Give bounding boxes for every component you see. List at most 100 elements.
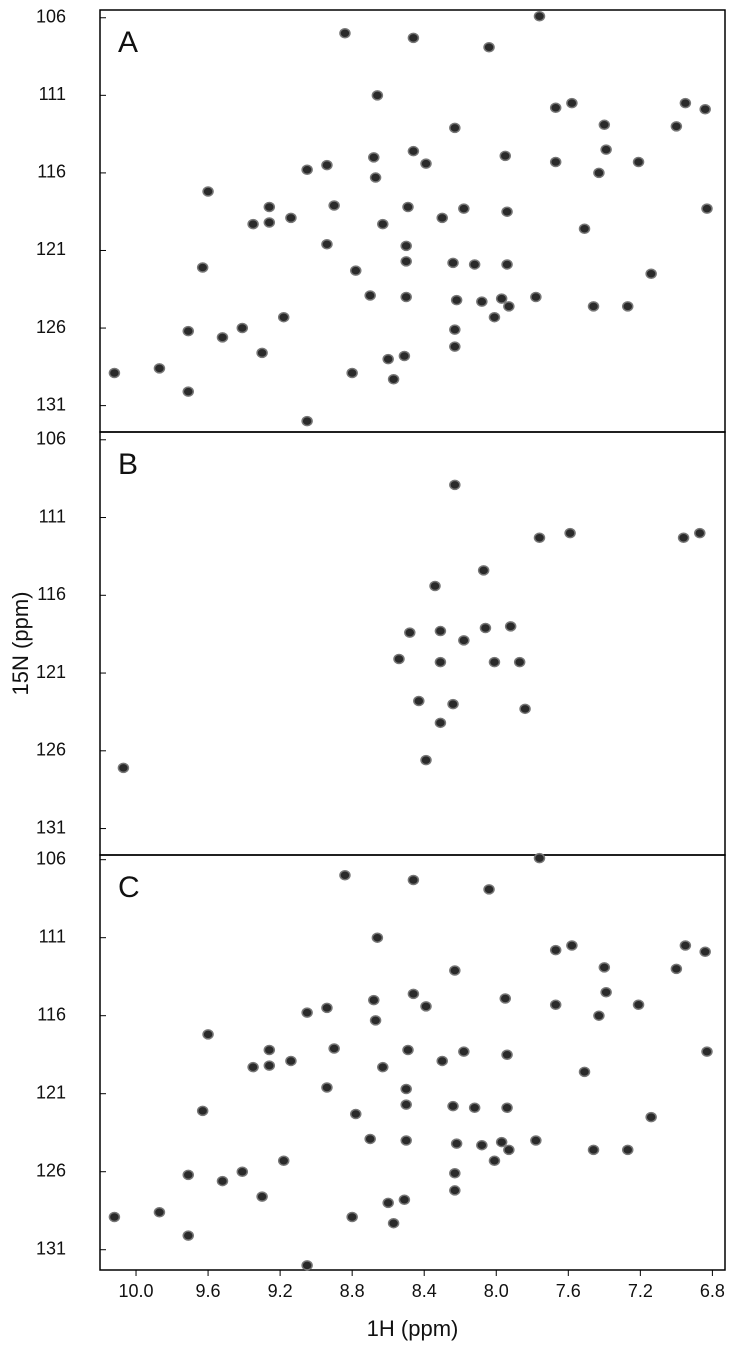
peak <box>236 1166 249 1177</box>
peak <box>285 1055 297 1067</box>
peak <box>247 1061 259 1073</box>
peak <box>368 152 380 163</box>
peak <box>117 762 130 774</box>
peak <box>368 994 380 1006</box>
peak <box>400 1135 412 1146</box>
peak <box>701 1046 713 1057</box>
peak <box>277 1155 290 1167</box>
peak <box>449 479 461 491</box>
y-tick-label: 116 <box>37 1004 66 1024</box>
peak <box>468 1102 481 1113</box>
peak <box>449 122 461 134</box>
y-tick-label: 131 <box>36 394 66 414</box>
peak <box>216 332 229 343</box>
peak <box>407 874 420 886</box>
peak <box>593 1010 605 1021</box>
panel-frame <box>99 9 726 433</box>
peak <box>413 695 425 707</box>
peak <box>404 627 416 638</box>
peak <box>402 1044 414 1056</box>
peak <box>566 97 578 109</box>
x-tick-label: 6.8 <box>700 1281 725 1301</box>
peak <box>382 353 394 365</box>
peak <box>436 212 448 224</box>
peak <box>495 1136 508 1148</box>
peak <box>600 144 612 155</box>
peak <box>429 580 441 592</box>
peak <box>513 656 526 668</box>
peak <box>369 172 382 183</box>
peak <box>400 1083 412 1095</box>
x-tick-label: 10.0 <box>118 1281 153 1301</box>
peak <box>321 159 333 171</box>
peak <box>420 754 432 766</box>
peak <box>371 90 384 101</box>
peak <box>321 239 333 250</box>
peak <box>598 962 611 973</box>
peak <box>458 1046 470 1057</box>
peak <box>398 1194 411 1206</box>
peak <box>670 121 683 132</box>
peak <box>377 218 389 230</box>
peak <box>339 28 351 39</box>
peak <box>549 944 562 956</box>
peak <box>301 164 313 176</box>
peak <box>182 1169 195 1181</box>
peak <box>503 1144 515 1156</box>
peak <box>256 1191 268 1202</box>
y-tick-label: 111 <box>39 506 66 526</box>
peak <box>447 1100 459 1112</box>
peak <box>434 656 447 668</box>
peak <box>598 119 611 131</box>
peak <box>468 259 481 270</box>
peak <box>621 301 634 312</box>
peak <box>503 301 515 312</box>
x-tick-label: 8.8 <box>340 1281 365 1301</box>
peak <box>499 993 512 1004</box>
y-tick-label: 126 <box>36 740 66 760</box>
peak <box>400 291 412 303</box>
peak <box>328 200 340 211</box>
peak <box>632 156 645 168</box>
peak <box>593 167 605 179</box>
peak <box>196 262 209 273</box>
peak <box>701 203 713 214</box>
peak <box>476 296 488 307</box>
peak <box>699 946 711 957</box>
peak <box>247 218 259 230</box>
peak <box>436 1055 448 1067</box>
peak <box>449 1185 461 1196</box>
peak <box>108 367 121 379</box>
peak <box>564 527 576 539</box>
peak <box>346 1211 358 1223</box>
y-tick-label: 106 <box>36 7 66 27</box>
peak <box>549 156 562 168</box>
peak <box>533 852 546 864</box>
x-tick-label: 8.4 <box>412 1281 437 1301</box>
peak <box>679 940 692 951</box>
peak <box>450 294 463 306</box>
peak <box>530 291 542 303</box>
y-tick-label: 121 <box>36 1082 66 1102</box>
peak <box>449 341 461 352</box>
panel-frame <box>99 854 726 1271</box>
y-tick-label: 121 <box>36 239 66 259</box>
x-tick-label: 7.6 <box>556 1281 581 1301</box>
y-tick-label: 131 <box>36 1238 66 1258</box>
peak <box>420 158 432 169</box>
peak <box>277 311 290 323</box>
peak <box>533 532 546 543</box>
peak <box>670 963 683 975</box>
panel-letter: C <box>118 871 140 904</box>
peak <box>434 625 447 637</box>
peak <box>263 217 276 228</box>
peak <box>202 1029 214 1040</box>
peak <box>533 10 546 22</box>
peak <box>182 1230 195 1241</box>
x-axis-label: 1H (ppm) <box>367 1316 459 1341</box>
peak <box>458 203 470 214</box>
peak <box>407 988 420 1000</box>
peak <box>434 717 447 729</box>
peak <box>694 527 706 539</box>
peak <box>263 1044 276 1056</box>
